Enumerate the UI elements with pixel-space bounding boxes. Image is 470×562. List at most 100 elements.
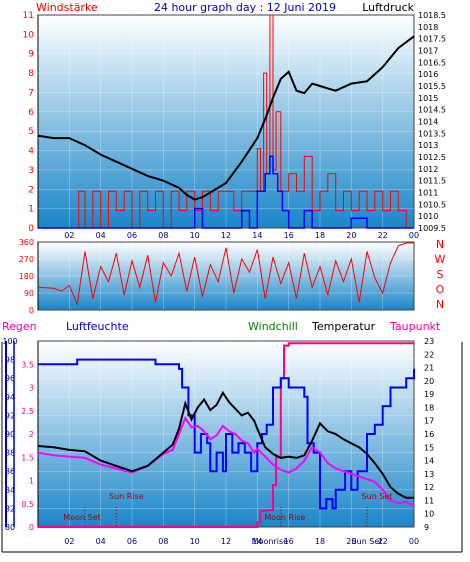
- pressure-tick-label: 1016: [418, 70, 438, 79]
- legend-temperatur: Temperatur: [311, 320, 376, 333]
- pressure-tick-label: 1014: [418, 118, 438, 127]
- compass-label: N: [436, 238, 444, 251]
- x-tick-label: 22: [378, 231, 388, 240]
- rain-tick-label: 0: [29, 523, 34, 532]
- x-tick-label: 10: [190, 231, 200, 240]
- humidity-tick-label: 84: [5, 486, 15, 495]
- x-tick-label: 02: [64, 231, 74, 240]
- pressure-label: Luftdruck: [362, 1, 414, 14]
- compass-label: S: [437, 268, 444, 281]
- sunset-overlap-label: Sun Set: [352, 537, 383, 546]
- humidity-tick-label: 88: [5, 449, 15, 458]
- rain-series-line: [38, 342, 414, 528]
- direction-tick-label: 360: [19, 238, 34, 247]
- x-tick-label: 22: [378, 537, 388, 546]
- sun-set-label: Sun Set: [362, 492, 393, 501]
- sun-moon-annotations: Sun Rise Sun Set Moon Set Moon Rise Moonrise…: [63, 492, 392, 546]
- temperature-tick-label: 23: [424, 337, 434, 346]
- x-tick-label: 04: [96, 231, 106, 240]
- pressure-tick-label: 1015.5: [418, 82, 446, 91]
- humidity-tick-label: 94: [5, 393, 15, 402]
- top-x-axis-ticks: 02 04 06 08 10 12 14 16 18 20 22 00: [64, 231, 419, 240]
- x-tick-label: 12: [221, 537, 231, 546]
- moonrise-overlap-label: Moonrise: [252, 537, 288, 546]
- x-tick-label: 18: [315, 231, 325, 240]
- pressure-tick-label: 1012.5: [418, 153, 446, 162]
- humidity-axis-ticks: 80 82 84 86 88 90 92 94 96 98 100: [2, 337, 17, 532]
- temperature-axis-ticks: 9 10 11 12 13 14 15 16 17 18 19 20 21 22 23: [424, 337, 434, 532]
- x-tick-label: 08: [158, 537, 168, 546]
- x-tick-label: 20: [346, 537, 356, 546]
- lower-x-axis-ticks: 02 04 06 08 10 12 14 16 18 20 22 00: [64, 537, 419, 546]
- wind-tick-label: 2: [28, 185, 34, 195]
- rain-tick-label: 1: [29, 477, 34, 486]
- wind-tick-label: 4: [28, 147, 34, 157]
- wind-tick-label: 9: [28, 50, 34, 60]
- temperature-tick-label: 15: [424, 443, 434, 452]
- wind-axis-ticks: 0 1 2 3 4 5 6 7 8 9 10 11: [23, 11, 35, 234]
- temperature-tick-label: 17: [424, 417, 434, 426]
- pressure-tick-label: 1009.5: [418, 224, 446, 233]
- x-tick-label: 18: [315, 537, 325, 546]
- temperature-tick-label: 12: [424, 483, 434, 492]
- direction-tick-label: 270: [19, 255, 34, 264]
- compass-label: O: [436, 283, 445, 296]
- pressure-tick-label: 1018: [418, 23, 438, 32]
- wind-tick-label: 7: [28, 88, 34, 98]
- sun-rise-label: Sun Rise: [109, 492, 144, 501]
- temperature-tick-label: 10: [424, 510, 434, 519]
- pressure-series-line: [37, 35, 415, 201]
- pressure-tick-label: 1011.5: [418, 177, 446, 186]
- pressure-tick-label: 1018.5: [418, 11, 446, 20]
- rain-tick-label: 3.5: [21, 360, 34, 369]
- wind-tick-label: 5: [28, 127, 34, 137]
- moon-set-label: Moon Set: [63, 513, 100, 522]
- x-tick-label: 06: [127, 231, 137, 240]
- moon-rise-label: Moon Rise: [264, 513, 305, 522]
- direction-tick-label: 90: [24, 289, 34, 298]
- temperature-tick-label: 18: [424, 403, 434, 412]
- x-tick-label: 14: [252, 231, 262, 240]
- x-tick-label: 10: [190, 537, 200, 546]
- x-tick-label: 00: [409, 231, 419, 240]
- humidity-tick-label: 100: [2, 337, 17, 346]
- humidity-tick-label: 98: [5, 356, 15, 365]
- pressure-tick-label: 1015: [418, 94, 438, 103]
- gust-series-line: [38, 155, 414, 229]
- wind-tick-label: 8: [28, 69, 34, 79]
- humidity-tick-label: 82: [5, 504, 15, 513]
- pressure-tick-label: 1012: [418, 165, 438, 174]
- direction-tick-label: 0: [29, 306, 34, 315]
- legend-windchill: Windchill: [248, 320, 298, 333]
- x-tick-label: 12: [221, 231, 231, 240]
- humidity-tick-label: 92: [5, 411, 15, 420]
- x-tick-label: 06: [127, 537, 137, 546]
- legend-regen: Regen: [2, 320, 37, 333]
- temperature-tick-label: 9: [424, 523, 429, 532]
- rain-axis-ticks: 0 0.5 1 1.5 2 2.5 3 3.5: [21, 360, 34, 532]
- pressure-tick-label: 1010: [418, 212, 438, 221]
- wind-direction-line: [37, 242, 414, 307]
- compass-label: W: [435, 253, 446, 266]
- temperature-tick-label: 14: [424, 457, 434, 466]
- pressure-tick-label: 1014.5: [418, 106, 446, 115]
- x-tick-label: 04: [96, 537, 106, 546]
- rain-tick-label: 0.5: [21, 500, 34, 509]
- temperature-tick-label: 13: [424, 470, 434, 479]
- rain-tick-label: 2: [29, 430, 34, 439]
- humidity-series-line: [38, 358, 415, 510]
- wind-tick-label: 11: [23, 11, 34, 21]
- temperature-tick-label: 22: [424, 350, 434, 359]
- temperature-tick-label: 20: [424, 377, 434, 386]
- temperature-tick-label: 16: [424, 430, 434, 439]
- x-tick-label: 00: [409, 537, 419, 546]
- humidity-tick-label: 90: [5, 430, 15, 439]
- direction-tick-label: 180: [19, 272, 34, 281]
- rain-tick-label: 1.5: [21, 453, 34, 462]
- pressure-tick-label: 1011: [418, 189, 438, 198]
- x-tick-label: 14: [252, 537, 262, 546]
- pressure-tick-label: 1013.5: [418, 129, 446, 138]
- rain-tick-label: 3: [29, 384, 34, 393]
